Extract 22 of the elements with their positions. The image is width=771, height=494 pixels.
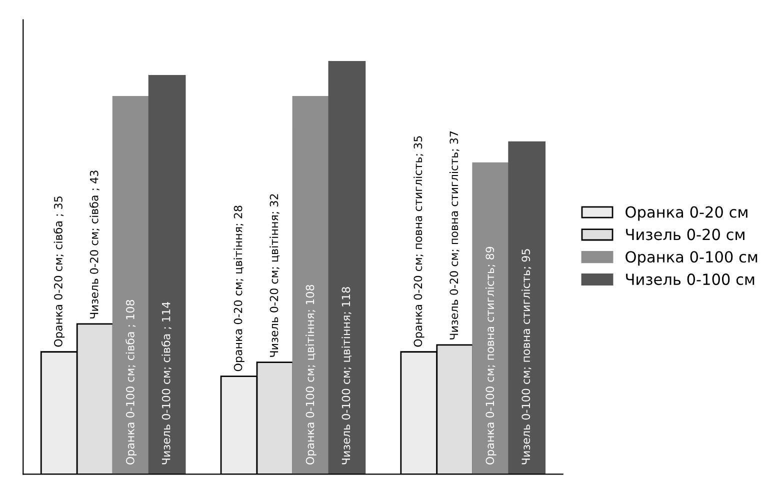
bar	[508, 141, 546, 474]
data-label: Чизель 0-20 см; цвітіння; 32	[270, 194, 280, 357]
bar	[112, 96, 150, 474]
legend-label: Чизель 0-20 см	[626, 228, 744, 240]
bar	[292, 96, 330, 474]
data-label: Чизель 0-100 см; повна стиглість; 95	[521, 249, 532, 464]
data-label: Оранка 0-20 см; цвітіння; 28	[234, 206, 244, 372]
data-label: Чизель 0-100 см; цвітіння; 118	[342, 287, 352, 464]
data-label: Оранка 0-100 см; повна стиглість; 89	[485, 246, 496, 465]
data-label: Чизель 0-20 см; повна стиглість; 37	[450, 131, 460, 340]
bar	[328, 61, 366, 474]
data-label: Оранка 0-20 см; сівба ; 35	[54, 196, 65, 347]
data-label: Чизель 0-20 см; сівба ; 43	[90, 170, 100, 318]
legend-label: Оранка 0-20 см	[626, 206, 748, 221]
bar	[472, 162, 510, 474]
bar	[148, 75, 186, 474]
data-label: Оранка 0-100 см; цвітіння; 108	[306, 284, 316, 465]
data-label: Оранка 0-20 см; повна стиглість; 35	[414, 136, 424, 347]
data-label: Чизель 0-100 см; сівба ; 114	[161, 302, 172, 464]
data-label: Оранка 0-100 см; сівба ; 108	[126, 300, 137, 465]
legend-label: Оранка 0-100 см	[626, 251, 758, 266]
legend-label: Чизель 0-100 см	[626, 274, 754, 286]
